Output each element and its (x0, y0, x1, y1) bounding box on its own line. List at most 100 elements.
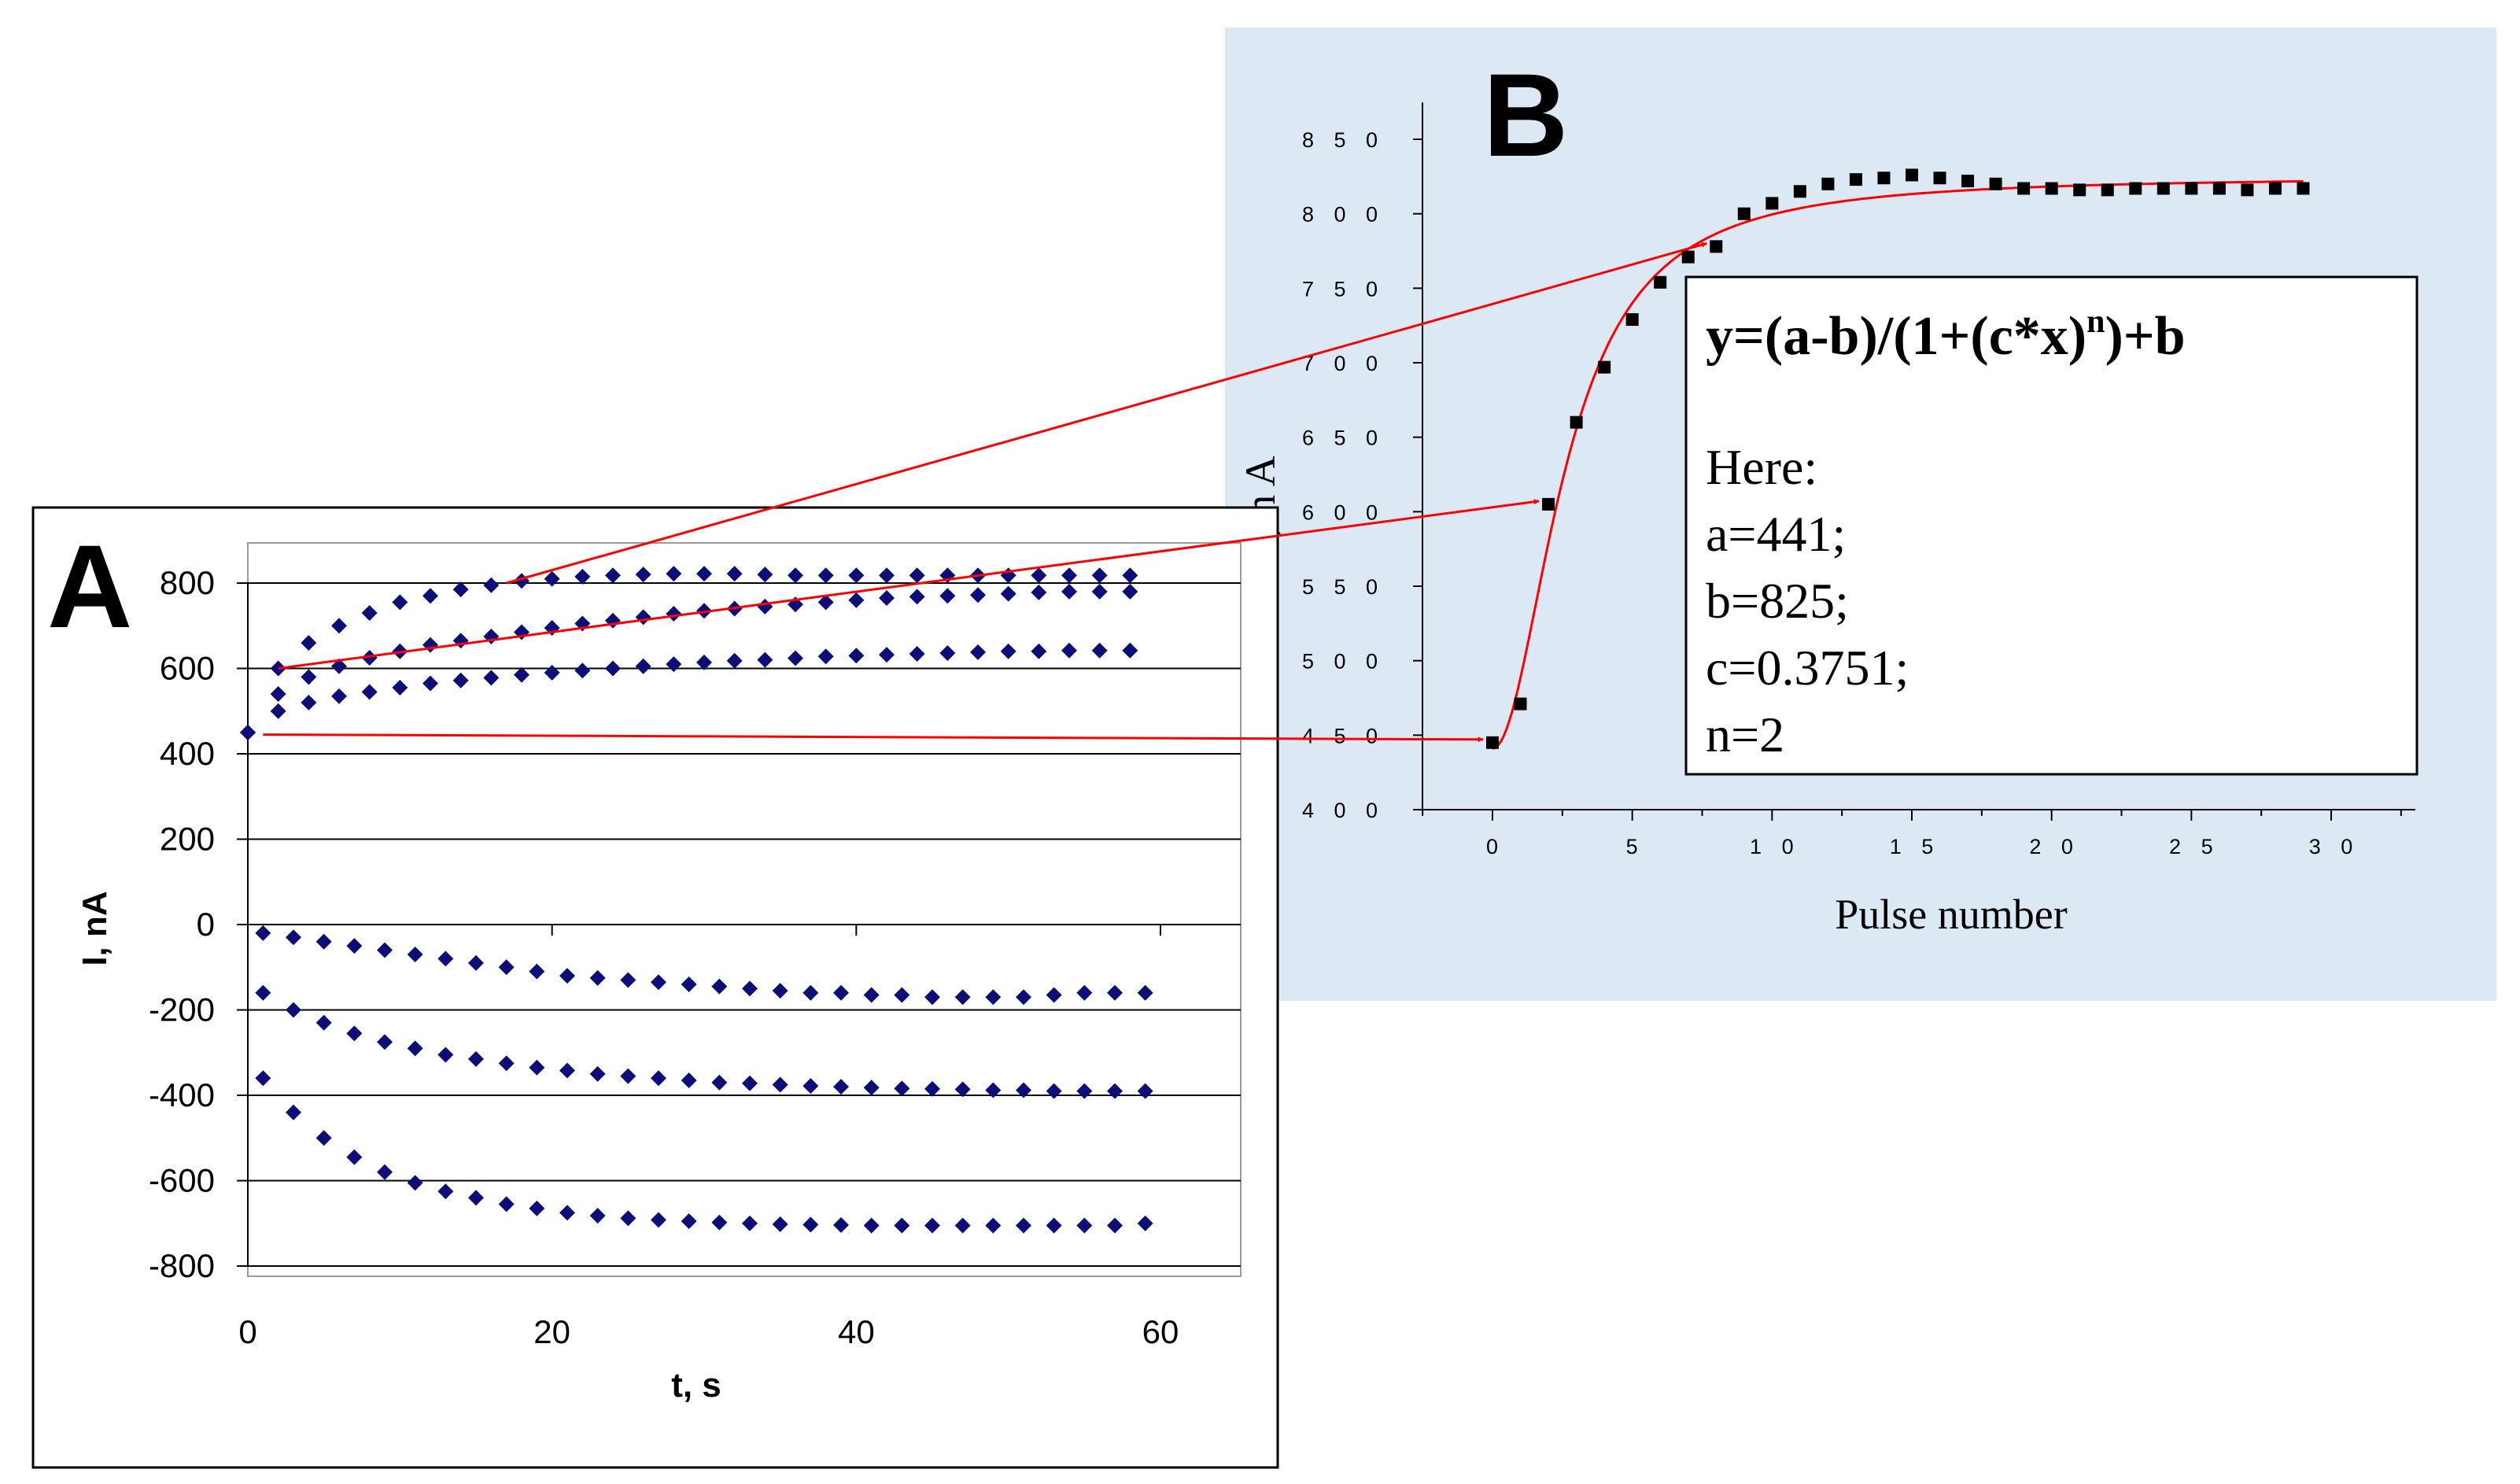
panel-a-data-point (1122, 583, 1138, 600)
panel-a-data-point (772, 983, 788, 999)
panel-a-data-point (422, 588, 438, 604)
panel-a-data-point (1076, 984, 1093, 1001)
panel-a-data-point (1061, 642, 1077, 659)
panel-b-data-point (2157, 182, 2170, 195)
panel-a-data-point (924, 1080, 940, 1097)
panel-b-data-point (1625, 313, 1639, 327)
panel-a-data-point (529, 963, 545, 980)
panel-a-data-point (894, 1080, 910, 1097)
panel-a-data-point (1046, 1217, 1062, 1234)
panel-a-data-point (589, 969, 606, 986)
panel-b-x-tick-label: 3 0 (2309, 835, 2360, 858)
panel-a-xlabel: t, s (671, 1366, 721, 1405)
panel-a-data-point (544, 664, 560, 681)
panel-a-data-point (696, 654, 712, 670)
panel-a-data-point (696, 566, 712, 582)
param-n: n=2 (1706, 707, 1784, 762)
panel-b-y-tick-label: 4 0 0 (1302, 799, 1385, 822)
panel-a-data-point (1107, 1083, 1123, 1099)
panel-a-data-point (286, 1002, 301, 1018)
panel-a-data-point (788, 650, 803, 666)
panel-b-data-point (2129, 182, 2142, 195)
panel-a-data-point (909, 589, 925, 605)
panel-a-data-point (377, 942, 393, 958)
panel-a-data-point (651, 1070, 666, 1087)
panel-b-data-point (1654, 275, 1667, 289)
panel-a-data-point (863, 1080, 880, 1096)
panel-a-data-point (589, 1065, 606, 1082)
formula-main: y=(a-b)/(1+(c*x) (1706, 306, 2086, 367)
panel-a-data-point (894, 987, 910, 1003)
panel-b-x-tick-label: 5 (1626, 835, 1645, 858)
panel-b-data-point (1989, 177, 2002, 190)
equation-here: Here: (1706, 439, 1817, 495)
panel-a-data-point (437, 1047, 454, 1063)
panel-a: A -800 -600 -400 -200 0 200 400 600 800 0 20 40 60 t… (31, 506, 1279, 1469)
panel-a-ticks: -800 -600 -400 -200 0 200 400 600 800 0 20 40 60 (149, 564, 1179, 1350)
panel-a-data-point (924, 989, 940, 1006)
panel-b-data-point (1681, 250, 1695, 264)
panel-b-y-tick-label: 8 0 0 (1302, 203, 1385, 227)
panel-a-y-tick-label: 400 (160, 735, 215, 772)
panel-b-data-point (1961, 175, 1975, 188)
panel-b-data-point (1793, 185, 1806, 198)
panel-a-data-point (346, 1025, 363, 1042)
panel-b-data-point (1570, 415, 1583, 429)
panel-a-data-point (437, 951, 454, 967)
panel-a-data-point (1000, 643, 1016, 659)
panel-a-data-point (1107, 984, 1123, 1001)
panel-b-y-tick-label: 5 5 0 (1302, 575, 1385, 599)
panel-a-data-point (255, 1070, 271, 1087)
panel-a-data-point (742, 1215, 758, 1231)
panel-b-data-point (1514, 697, 1527, 711)
panel-a-data-point (514, 666, 529, 683)
panel-a-data-point (954, 1081, 971, 1098)
panel-a-data-point (331, 618, 347, 634)
panel-a-data-point (407, 1040, 423, 1057)
panel-b-data-point (2101, 183, 2114, 197)
panel-a-data-point (331, 688, 347, 704)
panel-a-points (240, 566, 1153, 1234)
panel-a-x-tick-label: 20 (533, 1313, 570, 1350)
panel-a-data-point (879, 567, 895, 584)
panel-b-y-tick-label: 6 5 0 (1302, 426, 1385, 450)
panel-a-data-point (529, 1059, 545, 1076)
panel-a-data-point (1031, 584, 1047, 600)
connector-arrows (263, 242, 1707, 743)
panel-a-data-point (954, 989, 971, 1006)
param-c: c=0.3751; (1706, 640, 1909, 696)
panel-a-data-point (407, 946, 423, 962)
panel-a-data-point (452, 581, 469, 598)
panel-a-data-point (635, 567, 651, 583)
panel-a-data-point (301, 634, 317, 651)
panel-a-data-point (635, 658, 651, 674)
panel-b-data-point (1710, 240, 1723, 253)
panel-a-y-tick-label: 600 (160, 650, 215, 687)
panel-a-data-point (620, 1068, 636, 1084)
equation-box: y=(a-b)/(1+(c*x)n)+b Here: a=441; b=825;… (1684, 275, 2419, 776)
panel-b-data-point (1849, 173, 1862, 186)
panel-a-x-tick-label: 60 (1142, 1313, 1179, 1350)
panel-a-data-point (939, 588, 956, 604)
panel-b-data-point (1486, 736, 1499, 749)
panel-a-data-point (1076, 1083, 1093, 1099)
panel-a-data-point (361, 684, 378, 700)
panel-a-data-point (483, 577, 500, 593)
panel-a-data-point (452, 672, 469, 688)
panel-a-data-point (1061, 583, 1077, 600)
panel-a-data-point (437, 1183, 454, 1200)
panel-a-data-point (407, 1175, 423, 1191)
panel-a-data-point (742, 1075, 758, 1091)
panel-a-data-point (985, 989, 1002, 1006)
panel-a-data-point (817, 567, 834, 584)
connector-arrow (278, 499, 1540, 670)
panel-a-frame (31, 506, 1279, 1469)
panel-a-data-point (301, 669, 317, 685)
panel-b-ticks: 4 0 0 4 5 0 5 0 0 5 5 0 6 0 0 6 5 0 7 0 0 7 5 0… (1302, 128, 2402, 858)
panel-a-data-point (954, 1217, 971, 1234)
panel-a-data-point (270, 703, 286, 719)
panel-a-data-point (833, 1216, 849, 1233)
panel-a-data-point (1107, 1217, 1123, 1234)
panel-b-y-tick-label: 7 0 0 (1302, 352, 1385, 375)
panel-b-points (1486, 168, 2310, 749)
